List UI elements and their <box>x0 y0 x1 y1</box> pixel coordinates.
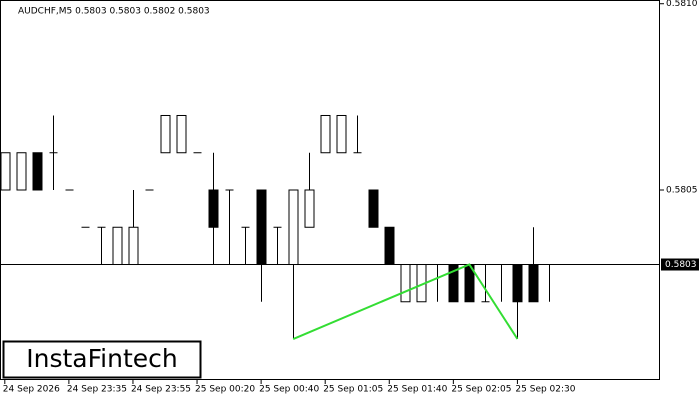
x-tick-label: 25 Sep 01:40 <box>387 385 447 395</box>
candle-body <box>448 264 459 303</box>
x-tick-label: 24 Sep 23:35 <box>67 385 127 395</box>
candle-body <box>368 189 379 228</box>
pattern-line <box>292 263 519 340</box>
x-tick-label: 25 Sep 02:05 <box>451 385 511 395</box>
candle-body <box>112 226 123 266</box>
candle-body <box>512 264 523 303</box>
price-label: 0.5803 <box>665 260 697 270</box>
candle-body <box>32 152 43 191</box>
plot-frame <box>0 0 660 380</box>
x-tick-label: 25 Sep 00:20 <box>195 385 255 395</box>
candle-body <box>320 114 331 154</box>
candle-body <box>176 114 187 154</box>
y-tick-label: 0.5805 <box>666 186 698 196</box>
x-tick-label: 24 Sep 23:55 <box>131 385 191 395</box>
candle-body <box>160 114 171 154</box>
y-tick-label: 0.5810 <box>666 0 698 9</box>
candle-body <box>256 189 267 266</box>
x-tick-label: 25 Sep 00:40 <box>259 385 319 395</box>
candle-body <box>528 264 539 303</box>
candle-body <box>400 264 411 303</box>
candle-body <box>384 226 395 266</box>
x-tick-label: 25 Sep 01:05 <box>323 385 383 395</box>
candle-body <box>128 226 139 266</box>
candle-body <box>288 189 299 266</box>
logo: InstaFintech <box>26 344 178 373</box>
candle-body <box>304 189 315 228</box>
price-box <box>661 258 699 271</box>
logo-box <box>2 340 202 379</box>
chart-title: AUDCHF,M5 0.5803 0.5803 0.5802 0.5803 <box>18 7 210 17</box>
x-tick-label: 24 Sep 2026 <box>3 385 60 395</box>
candle-body <box>208 189 219 228</box>
x-tick-label: 25 Sep 02:30 <box>515 385 575 395</box>
candle-body <box>0 152 11 191</box>
candle-body <box>336 114 347 154</box>
candle-body <box>16 152 27 191</box>
